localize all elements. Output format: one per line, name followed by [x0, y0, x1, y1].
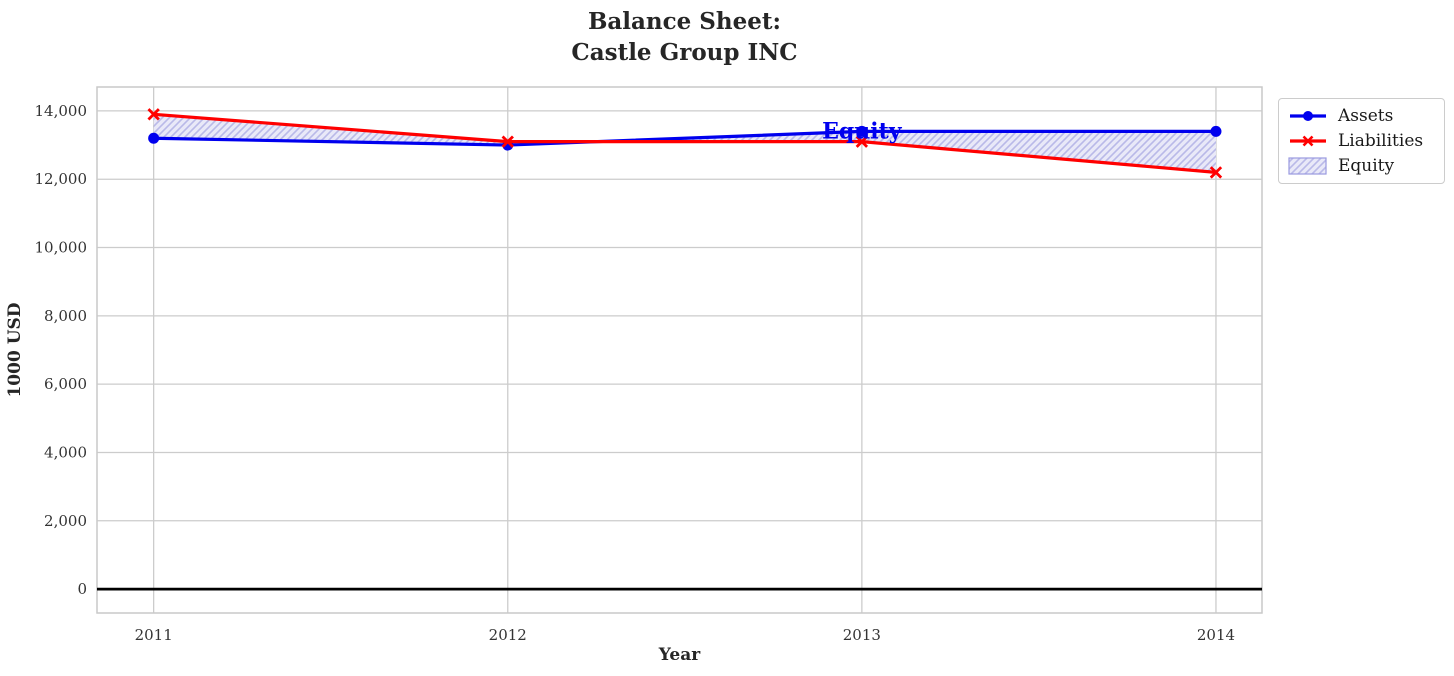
- data-point-marker: [856, 125, 868, 137]
- legend-item-assets: Assets: [1288, 104, 1435, 129]
- assets-line-icon: [1290, 111, 1326, 122]
- data-point-marker: [147, 108, 160, 121]
- chart-title: Balance Sheet: Castle Group INC: [571, 8, 798, 66]
- x-tick-labels: 2011 2012 2013 2014: [135, 626, 1235, 644]
- y-tick-label: 2,000: [44, 512, 87, 530]
- equity-fill-area: [153, 114, 1216, 173]
- y-tick-label: 6,000: [44, 375, 87, 393]
- x-tick-label: 2013: [843, 626, 881, 644]
- x-tick-label: 2011: [135, 626, 173, 644]
- data-point-marker: [501, 135, 514, 148]
- y-tick-label: 4,000: [44, 443, 87, 461]
- liabilities-line-icon: [1290, 135, 1326, 147]
- x-axis-label: Year: [658, 645, 701, 665]
- y-tick-label: 0: [77, 580, 87, 598]
- x-tick-label: 2014: [1197, 626, 1235, 644]
- legend-label-equity: Equity: [1338, 155, 1395, 176]
- legend-item-liabilities: Liabilities: [1288, 129, 1435, 154]
- equity-hatch-swatch-icon: [1288, 157, 1327, 175]
- legend-label-assets: Assets: [1338, 106, 1394, 127]
- legend-label-liabilities: Liabilities: [1338, 131, 1424, 151]
- y-tick-labels: 0 2,000 4,000 6,000 8,000 10,000 12,000 14,000: [35, 102, 88, 598]
- plot-border: [96, 86, 1263, 614]
- y-tick-label: 10,000: [35, 239, 88, 257]
- liabilities-series-line: [147, 108, 1223, 179]
- y-tick-label: 8,000: [44, 307, 87, 325]
- x-tick-label: 2012: [489, 626, 527, 644]
- legend: Assets Liabilities Equity: [1278, 98, 1445, 184]
- y-tick-label: 14,000: [35, 102, 88, 120]
- y-tick-label: 12,000: [35, 170, 88, 188]
- data-point-marker: [148, 132, 160, 144]
- assets-series-line: [148, 125, 1222, 151]
- gridlines: [97, 87, 1262, 613]
- data-point-marker: [1210, 125, 1222, 137]
- data-point-marker: [1209, 166, 1223, 179]
- data-point-marker: [855, 135, 869, 148]
- y-axis-label: 1000 USD: [5, 302, 25, 398]
- equity-annotation: Equity: [822, 118, 903, 144]
- legend-item-equity: Equity: [1288, 153, 1435, 178]
